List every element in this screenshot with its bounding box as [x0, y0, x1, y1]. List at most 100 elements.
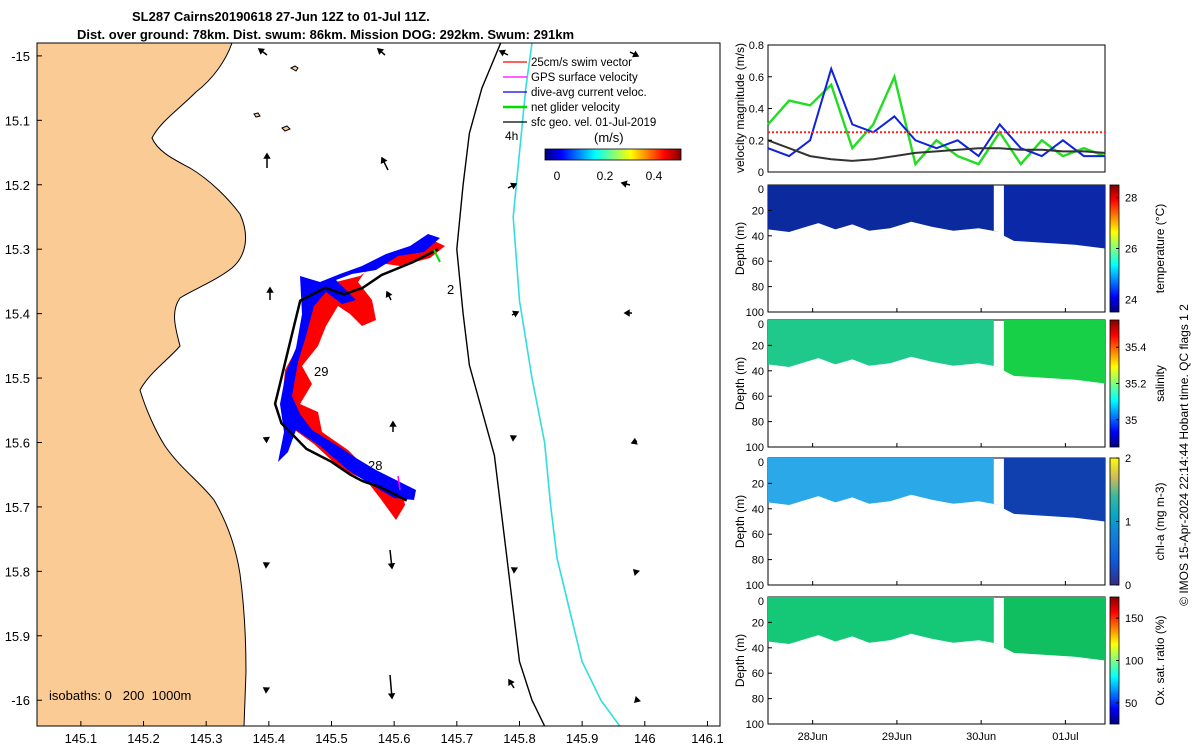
section-data-right	[1003, 320, 1105, 384]
section-xtick-label: 30Jun	[966, 731, 996, 743]
velocity-line-sfc-geo-vel-	[767, 139, 1106, 162]
section-ytick-label: 80	[752, 282, 764, 294]
section-ytick-label: 60	[752, 529, 764, 541]
colorbar-tick-2: 0.4	[646, 169, 663, 183]
map-ytick-label: 15.4	[5, 307, 30, 322]
section-ytick-label: 40	[752, 231, 764, 243]
velocity-series	[767, 65, 1106, 167]
section-panel-oxygen: 20 40 60 80 100 0 Depth (m) 50 100 150 Ox. sat. ra…	[733, 596, 1167, 743]
small-island	[289, 65, 299, 72]
section-ytick-label: 100	[746, 580, 764, 592]
map-ytick-label: -16	[11, 693, 30, 708]
geo-velocity-arrowhead	[620, 180, 628, 188]
map-ytick-label: 15.6	[5, 435, 30, 450]
geo-velocity-arrowhead	[263, 152, 271, 159]
section-ytick-label: 60	[752, 668, 764, 680]
map-xtick-label: 145.1	[65, 731, 98, 746]
map-xtick-label: 145.7	[441, 731, 474, 746]
section-colorbar-label: chl-a (mg m-3)	[1153, 482, 1167, 560]
land-mass	[37, 43, 247, 726]
geo-velocity-arrowhead	[257, 48, 265, 55]
glider-track	[273, 248, 439, 502]
map-xtick-label: 145.4	[253, 731, 286, 746]
velocity-ytick-label: 0.4	[749, 104, 764, 116]
geo-velocity-arrowhead	[266, 286, 274, 293]
section-ytick-label: 60	[752, 256, 764, 268]
geo-velocity-arrowhead	[623, 309, 630, 317]
section-ytick-label: 100	[746, 307, 764, 319]
section-ylabel: Depth (m)	[733, 634, 747, 687]
geo-velocity-arrowhead	[498, 49, 506, 57]
colorbar-tick-1: 0.2	[597, 169, 614, 183]
section-colorbar-tick-label: 24	[1125, 294, 1137, 306]
velocity-ytick-label: 0.6	[749, 72, 764, 84]
track-label-4h: 4h	[505, 129, 518, 143]
map-ytick-label: 15.8	[5, 564, 30, 579]
map-legend: 25cm/s swim vector GPS surface velocity …	[503, 57, 656, 129]
section-colorbar-label: salinity	[1153, 365, 1167, 402]
map-xtick-label: 146	[634, 731, 656, 746]
figure-title-line2: Dist. over ground: 78km. Dist. swum: 86k…	[77, 27, 575, 42]
section-colorbar-tick-label: 35.2	[1125, 379, 1146, 391]
section-ylabel: Depth (m)	[733, 222, 747, 275]
section-colorbar-tick-label: 2	[1125, 453, 1131, 465]
sfc-geo-velocity-arrows	[257, 48, 641, 704]
velocity-ytick-label: 0.2	[749, 135, 764, 147]
section-colorbar-label: temperature (°C)	[1153, 204, 1167, 294]
section-data-right	[1003, 185, 1105, 249]
geo-velocity-arrowhead	[633, 696, 641, 704]
figure-credit: © IMOS 15-Apr-2024 22:14:44 Hobart time.…	[1177, 304, 1191, 606]
velocity-panel: 0 0.2 0.4 0.6 0.8 velocity magnitude (m/s)	[733, 40, 1106, 179]
section-data-right	[1003, 597, 1105, 661]
track-label-day-2: 2	[447, 282, 454, 297]
colorbar-title: (m/s)	[594, 130, 624, 145]
section-colorbar-tick-label: 26	[1125, 244, 1137, 256]
map-xtick-label: 145.6	[378, 731, 411, 746]
geo-velocity-arrowhead	[510, 182, 518, 190]
geo-velocity-arrowhead	[385, 290, 393, 298]
section-ytick-label: 40	[752, 643, 764, 655]
section-colorbar-tick-label: 100	[1125, 656, 1143, 668]
velocity-axis-ticks: 0 0.2 0.4 0.6 0.8	[749, 40, 772, 179]
section-ytick-label: 80	[752, 555, 764, 567]
section-colorbar-tick-label: 150	[1125, 613, 1143, 625]
geo-velocity-arrowhead	[632, 568, 640, 576]
section-colorbar-tick-label: 35	[1125, 415, 1137, 427]
section-panel-chlorophyll: 20 40 60 80 100 0 Depth (m) 0 1 2 chl-a (mg m-3)	[733, 453, 1167, 592]
geo-velocity-arrowhead	[262, 436, 270, 444]
map-frame	[36, 42, 721, 727]
section-ytick-label: 0	[758, 457, 764, 469]
small-island	[281, 125, 291, 132]
map-xtick-label: 146.1	[691, 731, 724, 746]
map-xtick-label: 145.3	[190, 731, 223, 746]
geo-velocity-arrowhead	[262, 562, 271, 569]
legend-label-geo: sfc geo. vel. 01-Jul-2019	[531, 117, 656, 129]
current-vector-band	[278, 234, 440, 500]
map-axis-ticks: 145.1 145.2 145.3 145.4 145.5 145.6 145.7 145.8…	[5, 49, 724, 746]
legend-label-gps: GPS surface velocity	[531, 72, 638, 84]
section-ytick-label: 40	[752, 366, 764, 378]
geo-velocity-arrowhead	[630, 437, 638, 445]
section-ytick-label: 100	[746, 719, 764, 731]
isobath-200m	[456, 43, 546, 726]
track-label-day-28: 28	[368, 458, 382, 473]
map-ytick-label: -15	[11, 49, 30, 64]
geo-velocity-arrowhead	[509, 435, 518, 442]
velocity-ytick-label: 0.8	[749, 40, 764, 52]
figure-title-line1: SL287 Cairns20190618 27-Jun 12Z to 01-Ju…	[132, 9, 430, 24]
section-xtick-label: 29Jun	[882, 731, 912, 743]
section-colorbar-tick-label: 28	[1125, 193, 1137, 205]
glider-velocity-arrow	[433, 249, 441, 263]
section-data-left	[768, 185, 1000, 232]
section-ytick-label: 0	[758, 184, 764, 196]
section-colorbar-label: Ox. sat. ratio (%)	[1153, 615, 1167, 705]
map-ytick-label: 15.5	[5, 371, 30, 386]
map-ytick-label: 15.9	[5, 629, 30, 644]
section-panel-salinity: 20 40 60 80 100 0 Depth (m) 35 35.2 35.4 salinity	[733, 319, 1167, 454]
map-ytick-label: 15.7	[5, 500, 30, 515]
geo-velocity-arrowhead	[389, 420, 397, 427]
section-ytick-label: 20	[752, 478, 764, 490]
velocity-ytick-label: 0	[758, 167, 764, 179]
